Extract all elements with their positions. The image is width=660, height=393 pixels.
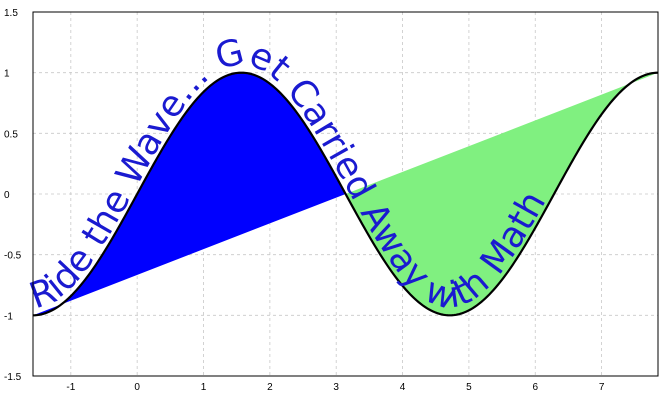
filled-region-2 xyxy=(345,72,659,316)
filled-region-1 xyxy=(32,72,346,316)
y-tick-label: 0 xyxy=(4,190,10,201)
y-tick-label: -1 xyxy=(4,311,13,322)
tick-labels: -1 0 1 2 3 4 5 6 7 1.5 1 0.5 0 -0.5 -1 -1.5 xyxy=(4,8,605,393)
plot-frame xyxy=(32,11,659,377)
curve-layer xyxy=(32,71,659,317)
x-tick-label: 6 xyxy=(532,382,538,393)
y-tick-label: 1 xyxy=(4,69,10,80)
y-tick-label: 1.5 xyxy=(4,8,18,19)
sine-curve xyxy=(32,71,659,317)
y-tick-label: 0.5 xyxy=(4,129,18,140)
x-tick-label: 4 xyxy=(400,382,406,393)
x-tick-label: 7 xyxy=(599,382,605,393)
x-tick-label: 0 xyxy=(134,382,140,393)
filled-regions xyxy=(32,72,659,316)
x-tick-label: -1 xyxy=(66,382,75,393)
x-tick-label: 3 xyxy=(333,382,339,393)
axes-frame xyxy=(32,11,659,377)
y-tick-label: -1.5 xyxy=(4,372,22,383)
x-tick-label: 5 xyxy=(466,382,472,393)
y-tick-label: -0.5 xyxy=(4,251,22,262)
x-tick-label: 2 xyxy=(267,382,273,393)
x-tick-label: 1 xyxy=(201,382,207,393)
